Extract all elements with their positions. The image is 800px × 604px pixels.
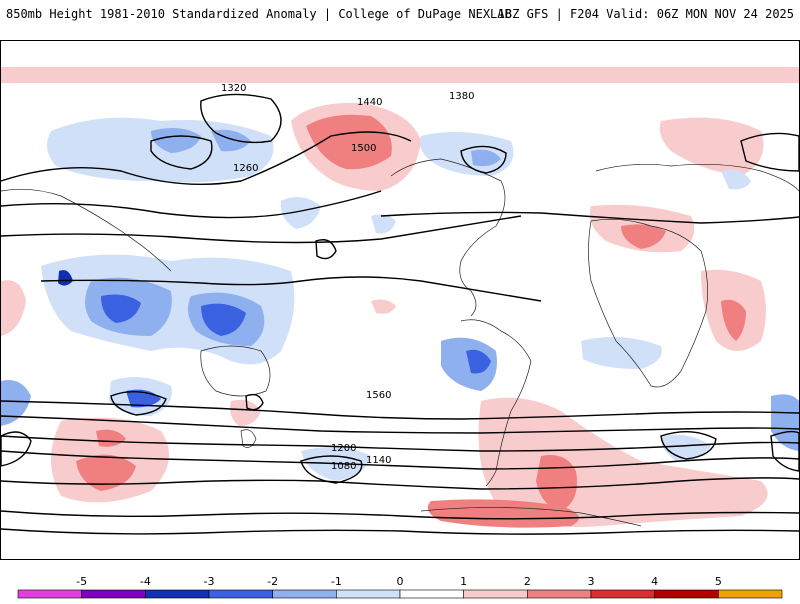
colorbar-tick-label: -4 <box>140 575 151 588</box>
header: 850mb Height 1981-2010 Standardized Anom… <box>0 0 800 30</box>
colorbar-tick-label: 3 <box>588 575 595 588</box>
colorbar-svg: -5 -4 -3 -2 -1 0 1 2 3 4 5 <box>17 575 783 599</box>
colorbar-segment <box>145 589 210 599</box>
colorbar-tick-label: 1 <box>460 575 467 588</box>
label-1080: 1080 <box>331 461 356 472</box>
height-contours <box>1 93 799 535</box>
colorbar-segment <box>654 589 719 599</box>
label-1380: 1380 <box>449 91 474 102</box>
colorbar-tick-label: 0 <box>397 575 404 588</box>
label-1200: 1200 <box>331 443 356 454</box>
colorbar-tick-label: 5 <box>715 575 722 588</box>
colorbar-segment <box>527 589 592 599</box>
label-1560: 1560 <box>366 390 391 401</box>
label-1500: 1500 <box>351 143 376 154</box>
colorbar-segment <box>17 589 82 599</box>
label-1260: 1260 <box>233 163 258 174</box>
label-1440: 1440 <box>357 97 382 108</box>
contour-labels: 1320 1380 1440 1500 1560 1260 1200 1140 … <box>221 83 474 472</box>
colorbar-segment <box>336 589 401 599</box>
coastlines <box>1 158 799 527</box>
colorbar-tick-label: -2 <box>267 575 278 588</box>
map-panel[interactable]: 1320 1380 1440 1500 1560 1260 1200 1140 … <box>0 40 800 560</box>
label-1320: 1320 <box>221 83 246 94</box>
colorbar-tick-label: -3 <box>204 575 215 588</box>
label-1140: 1140 <box>366 455 391 466</box>
colorbar-tick-label: -5 <box>76 575 87 588</box>
colorbar-segment <box>463 589 528 599</box>
colorbar-segment <box>81 589 146 599</box>
positive-anomaly-shading <box>1 67 799 528</box>
colorbar-tick-label: -1 <box>331 575 342 588</box>
model-valid-time: 18Z GFS | F204 Valid: 06Z MON NOV 24 202… <box>497 7 794 21</box>
colorbar-tick-label: 2 <box>524 575 531 588</box>
colorbar-segment <box>208 589 273 599</box>
colorbar-segment <box>718 589 783 599</box>
colorbar-segment <box>272 589 337 599</box>
colorbar: -5 -4 -3 -2 -1 0 1 2 3 4 5 <box>0 565 800 600</box>
map-title: 850mb Height 1981-2010 Standardized Anom… <box>6 7 512 21</box>
anomaly-map[interactable]: 1320 1380 1440 1500 1560 1260 1200 1140 … <box>1 41 799 559</box>
colorbar-segment <box>590 589 655 599</box>
colorbar-segment <box>399 589 464 599</box>
colorbar-tick-label: 4 <box>651 575 658 588</box>
